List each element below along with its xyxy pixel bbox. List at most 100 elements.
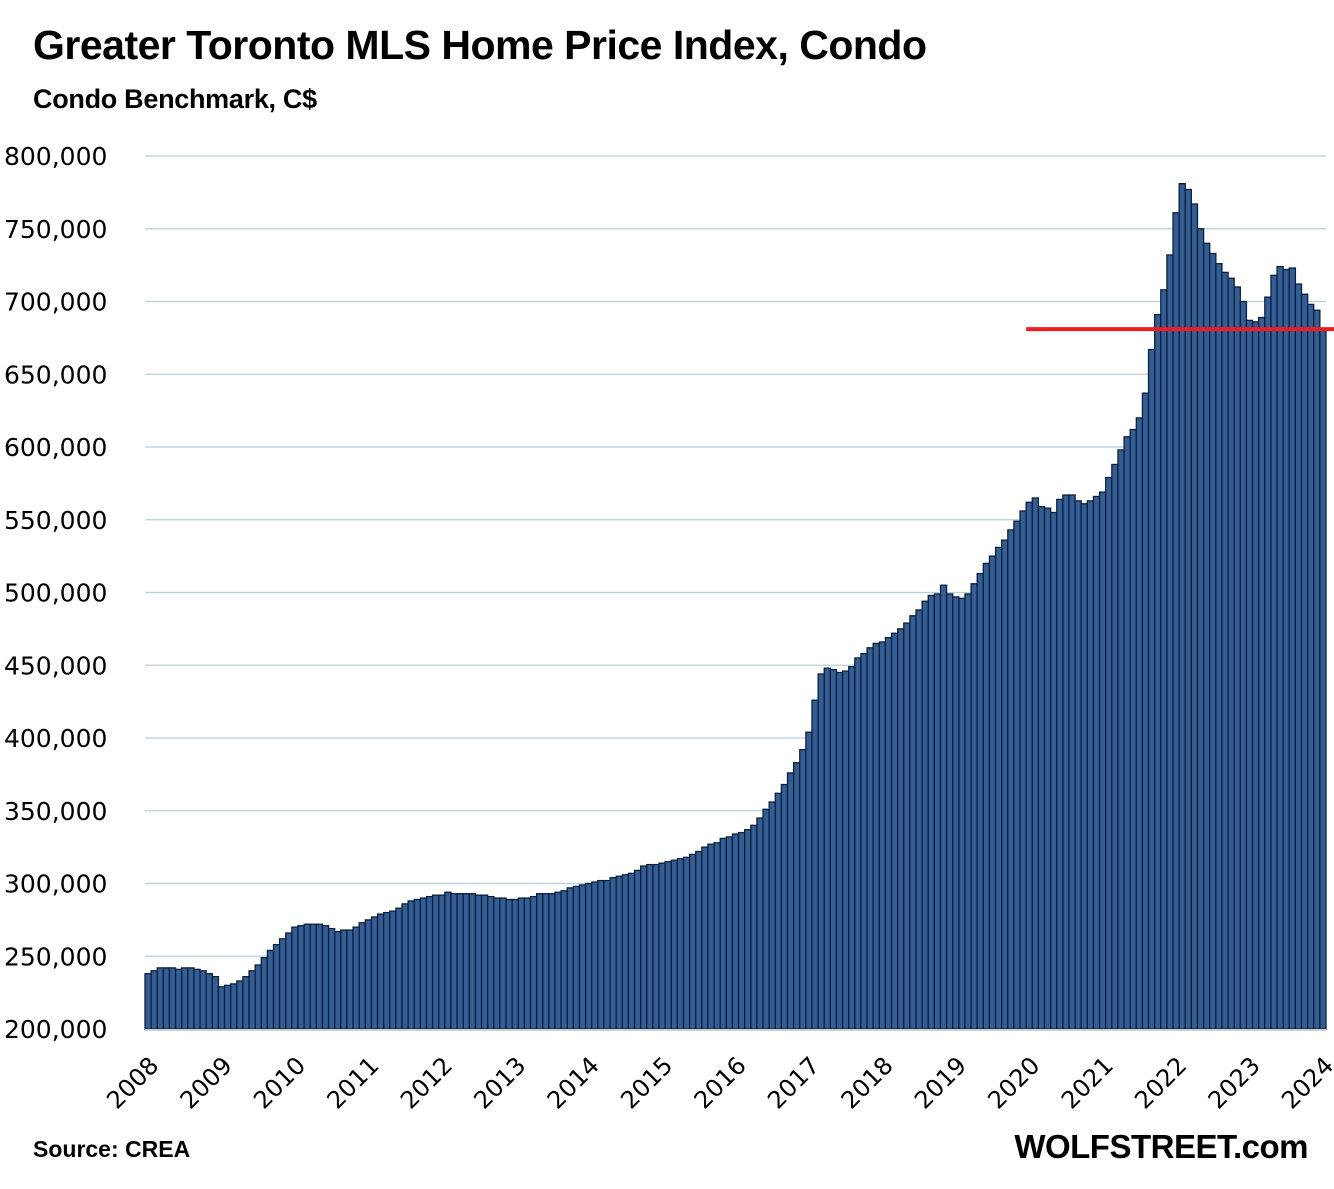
bar [1135,417,1144,1030]
bar [1245,319,1254,1030]
x-tick-label: 2012 [395,1051,458,1114]
x-tick-label: 2014 [542,1051,605,1114]
bar [829,668,838,1030]
y-tick-label: 400,000 [4,724,107,753]
bar [560,890,568,1030]
bar [1068,494,1076,1030]
bar [205,973,213,1030]
bar [217,986,226,1030]
bar [1288,267,1297,1030]
bar [187,967,195,1030]
bar [866,647,874,1030]
bar [676,858,685,1030]
bar [603,879,611,1030]
bar [976,572,984,1030]
bar [266,949,275,1030]
y-axis: 200,000 250,000 300,000 350,000 400,000 450,0… [4,142,107,1044]
bar [340,929,348,1030]
bar [1154,313,1162,1030]
bar [174,968,183,1030]
bar [162,967,171,1030]
bar [193,968,201,1030]
x-tick-label: 2008 [101,1051,164,1114]
bar [884,636,893,1030]
bar [156,967,165,1030]
bar [1160,289,1168,1030]
bar [1209,252,1217,1030]
y-tick-label: 600,000 [4,433,107,462]
x-tick-label: 2022 [1129,1051,1192,1114]
bar [1111,463,1119,1030]
bar [584,882,593,1030]
bar [1092,495,1101,1030]
bar [597,879,605,1030]
bar [260,957,269,1030]
bar [548,893,556,1030]
bar [1105,476,1113,1030]
bar [768,801,776,1030]
bar [462,893,470,1030]
bar [413,898,422,1030]
bar [376,913,385,1030]
bar [278,938,287,1030]
bar [291,926,299,1030]
bar [487,895,495,1030]
x-tick-label: 2019 [909,1051,972,1114]
bar [1239,300,1248,1030]
bar [199,970,207,1030]
bar [578,884,587,1030]
bar [511,898,519,1030]
bar [909,615,917,1030]
bar [1258,316,1266,1030]
bar [1019,510,1027,1030]
bar [1007,529,1015,1030]
x-tick-label: 2018 [836,1051,899,1114]
bar [1276,265,1284,1030]
bar [799,748,807,1030]
bar [848,666,856,1030]
bar [517,897,526,1030]
bar [1129,428,1137,1030]
bar [419,897,428,1030]
bar [474,894,483,1030]
bar [652,863,660,1030]
x-tick-label: 2021 [1056,1051,1119,1114]
bar [1227,277,1235,1030]
bar [1178,182,1186,1030]
bar [1202,242,1211,1030]
bar [236,980,244,1030]
bar [242,975,250,1030]
bar [609,877,617,1030]
bar [352,926,360,1030]
x-tick-label: 2020 [982,1051,1045,1114]
bar [682,856,691,1030]
bar [1294,283,1303,1030]
bar [1037,505,1046,1030]
y-tick-label: 650,000 [4,360,107,389]
bar [168,967,177,1030]
bar [370,916,379,1030]
bar [1166,254,1174,1030]
x-axis: 2008 2009 2010 2011 2012 2013 2014 2015 2016 2017… [101,1029,1334,1114]
y-tick-label: 300,000 [4,870,107,899]
bar [1264,296,1272,1030]
bar [1043,507,1052,1030]
x-tick-label: 2023 [1203,1051,1266,1114]
bar [327,927,336,1030]
bar [1062,494,1070,1030]
bar [523,897,532,1030]
y-tick-label: 250,000 [4,942,107,971]
bar [1025,501,1033,1030]
bar [211,975,220,1030]
x-tick-label: 2024 [1276,1051,1334,1114]
bar [144,973,152,1030]
bar [762,808,770,1030]
brand-watermark: WOLFSTREET.com [1014,1128,1308,1165]
bar [499,897,507,1030]
bar [1098,491,1107,1030]
bar [309,923,317,1030]
y-tick-label: 450,000 [4,651,107,680]
bar [321,925,330,1030]
x-tick-label: 2010 [248,1051,311,1114]
bar [958,597,966,1030]
